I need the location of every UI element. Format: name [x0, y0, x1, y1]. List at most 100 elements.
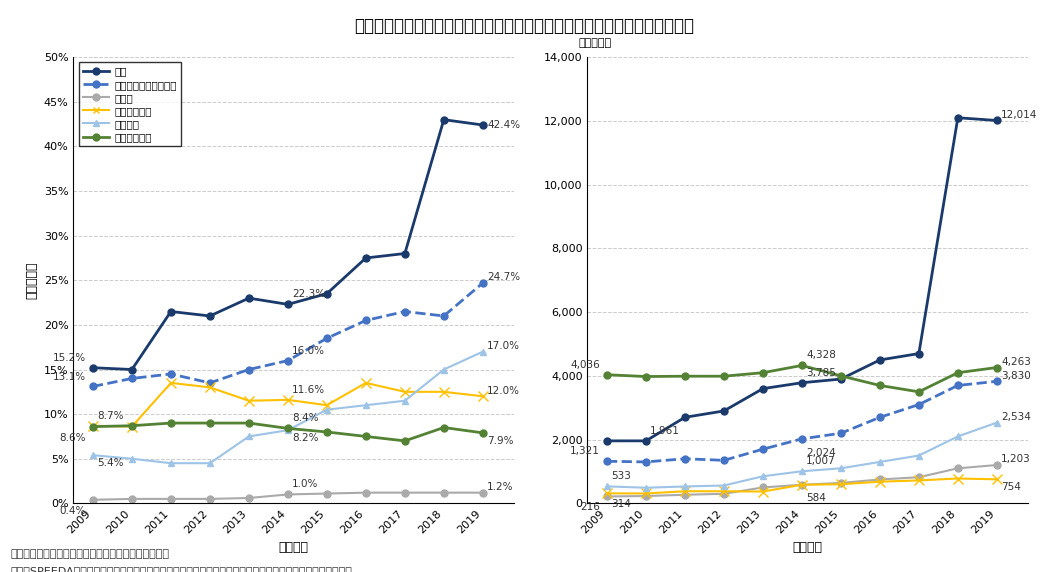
- Text: 1,203: 1,203: [1001, 454, 1031, 464]
- 総合化学: [476, 348, 489, 355]
- Text: 22.3%: 22.3%: [292, 289, 325, 299]
- 総合化学: [321, 406, 334, 413]
- Text: 出所：SPEEDA（株式会社ユーザベース）、有価証券報告書、決算情報をもとに医薬産業政策研究所にて作成: 出所：SPEEDA（株式会社ユーザベース）、有価証券報告書、決算情報をもとに医薬…: [10, 566, 352, 572]
- Text: 注：各産業におけるデータ取得企業は注釈６を参照。: 注：各産業におけるデータ取得企業は注釈６を参照。: [10, 549, 170, 559]
- 精密機械器具: [281, 396, 294, 403]
- Line: 精密機械器具: 精密機械器具: [88, 378, 488, 431]
- Text: 8.7%: 8.7%: [98, 411, 124, 421]
- 自動車: [321, 490, 334, 497]
- 電気機械器具: [360, 433, 372, 440]
- 精密機械器具: [126, 423, 138, 430]
- 精密機械器具: [321, 402, 334, 408]
- 製薬（武田薬品除く）: [87, 383, 100, 390]
- Text: 1,961: 1,961: [650, 426, 680, 436]
- 電気機械器具: [281, 425, 294, 432]
- 総合化学: [360, 402, 372, 408]
- 総合化学: [437, 366, 450, 373]
- 製薬（武田薬品除く）: [165, 371, 177, 378]
- Text: 17.0%: 17.0%: [487, 341, 520, 351]
- 総合化学: [204, 460, 216, 467]
- 精密機械器具: [399, 388, 411, 395]
- 製薬: [204, 312, 216, 319]
- 製薬: [399, 250, 411, 257]
- 製薬（武田薬品除く）: [242, 366, 255, 373]
- 製薬（武田薬品除く）: [437, 312, 450, 319]
- 精密機械器具: [242, 398, 255, 404]
- 総合化学: [126, 455, 138, 462]
- X-axis label: 会計年度: 会計年度: [279, 541, 308, 554]
- 自動車: [242, 495, 255, 502]
- Text: 13.1%: 13.1%: [52, 372, 86, 382]
- Text: （十億円）: （十億円）: [579, 38, 612, 48]
- Text: 314: 314: [612, 499, 631, 509]
- 自動車: [360, 489, 372, 496]
- 総合化学: [87, 452, 100, 459]
- 電気機械器具: [87, 423, 100, 430]
- 電気機械器具: [165, 420, 177, 427]
- 自動車: [165, 495, 177, 502]
- Text: 42.4%: 42.4%: [487, 120, 520, 130]
- 総合化学: [281, 427, 294, 434]
- Line: 自動車: 自動車: [89, 489, 487, 503]
- Text: 12.0%: 12.0%: [487, 386, 520, 395]
- 精密機械器具: [204, 384, 216, 391]
- 総合化学: [165, 460, 177, 467]
- Text: 12,014: 12,014: [1001, 110, 1037, 120]
- Line: 製薬: 製薬: [89, 116, 487, 373]
- Text: 533: 533: [612, 471, 631, 482]
- 電気機械器具: [399, 438, 411, 444]
- 精密機械器具: [360, 379, 372, 386]
- Text: 16.0%: 16.0%: [292, 345, 325, 356]
- Text: 754: 754: [1001, 482, 1021, 492]
- 自動車: [204, 495, 216, 502]
- Line: 電気機械器具: 電気機械器具: [89, 420, 487, 444]
- 製薬: [242, 295, 255, 301]
- 製薬（武田薬品除く）: [399, 308, 411, 315]
- 製薬: [126, 366, 138, 373]
- Line: 製薬（武田薬品除く）: 製薬（武田薬品除く）: [89, 280, 487, 390]
- Text: 1.2%: 1.2%: [487, 482, 513, 492]
- Text: 11.6%: 11.6%: [292, 385, 325, 395]
- 自動車: [437, 489, 450, 496]
- 製薬（武田薬品除く）: [281, 357, 294, 364]
- Text: 5.4%: 5.4%: [98, 458, 124, 468]
- 製薬: [87, 364, 100, 371]
- 製薬: [360, 255, 372, 261]
- Text: 4,036: 4,036: [571, 360, 600, 370]
- Legend: 製薬, 製薬（武田薬品除く）, 自動車, 精密機械器具, 総合化学, 電気機械器具: 製薬, 製薬（武田薬品除く）, 自動車, 精密機械器具, 総合化学, 電気機械器…: [79, 62, 180, 146]
- 製薬: [321, 290, 334, 297]
- 自動車: [87, 496, 100, 503]
- 製薬（武田薬品除く）: [126, 375, 138, 382]
- 製薬: [165, 308, 177, 315]
- X-axis label: 会計年度: 会計年度: [793, 541, 822, 554]
- Text: 1,321: 1,321: [570, 446, 600, 456]
- Text: 0.4%: 0.4%: [60, 506, 86, 516]
- Text: 8.2%: 8.2%: [292, 434, 319, 443]
- 精密機械器具: [87, 422, 100, 429]
- Text: 15.2%: 15.2%: [52, 353, 86, 363]
- 電気機械器具: [242, 420, 255, 427]
- 製薬: [281, 301, 294, 308]
- 電気機械器具: [476, 430, 489, 436]
- 精密機械器具: [437, 388, 450, 395]
- Text: 2,534: 2,534: [1001, 412, 1031, 422]
- 製薬（武田薬品除く）: [360, 317, 372, 324]
- Text: 2,024: 2,024: [806, 447, 836, 458]
- Text: 4,328: 4,328: [806, 351, 836, 360]
- 自動車: [281, 491, 294, 498]
- 自動車: [476, 489, 489, 496]
- 製薬（武田薬品除く）: [476, 280, 489, 287]
- Text: 3,830: 3,830: [1001, 371, 1031, 380]
- Text: 3,785: 3,785: [806, 368, 836, 378]
- 精密機械器具: [165, 379, 177, 386]
- 製薬（武田薬品除く）: [204, 379, 216, 386]
- 自動車: [126, 495, 138, 502]
- Text: 1,007: 1,007: [806, 456, 836, 466]
- Line: 総合化学: 総合化学: [89, 348, 487, 467]
- 電気機械器具: [126, 422, 138, 429]
- Text: 4,263: 4,263: [1001, 357, 1031, 367]
- 精密機械器具: [476, 393, 489, 400]
- 製薬（武田薬品除く）: [321, 335, 334, 341]
- Text: 7.9%: 7.9%: [487, 436, 513, 446]
- 電気機械器具: [321, 428, 334, 435]
